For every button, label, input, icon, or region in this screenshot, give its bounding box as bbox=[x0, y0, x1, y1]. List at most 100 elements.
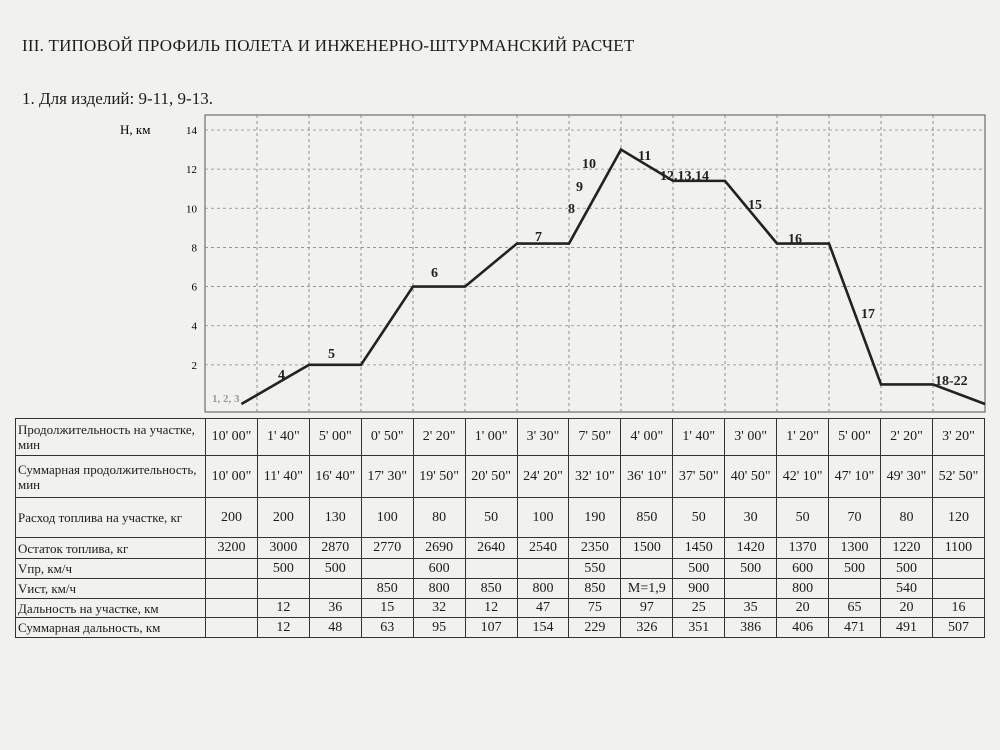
table-cell: 1370 bbox=[776, 537, 830, 559]
table-cell: 50 bbox=[776, 497, 830, 538]
table-cell: 850 bbox=[464, 578, 518, 599]
table-row: Остаток топлива, кг 3200 3000 2870 2770 2690 2… bbox=[15, 537, 986, 559]
segment-label: 18-22 bbox=[935, 374, 968, 389]
table-cell: 95 bbox=[412, 617, 466, 638]
table-cell: 5' 00" bbox=[308, 418, 362, 456]
segment-label: 11 bbox=[638, 149, 651, 164]
table-cell: 97 bbox=[620, 598, 674, 618]
table-cell: 800 bbox=[776, 578, 830, 599]
table-cell: 326 bbox=[620, 617, 674, 638]
table-cell: 600 bbox=[412, 558, 466, 579]
segment-label: 8 bbox=[568, 202, 575, 217]
table-cell: 500 bbox=[828, 558, 881, 579]
table-cell: 900 bbox=[672, 578, 726, 599]
table-cell: 1450 bbox=[672, 537, 726, 559]
table-cell: 16' 40" bbox=[308, 455, 362, 498]
table-cell: 2540 bbox=[516, 537, 570, 559]
table-cell: 1300 bbox=[828, 537, 881, 559]
y-axis-label: Н, км bbox=[120, 122, 150, 137]
row-label: Остаток топлива, кг bbox=[15, 537, 206, 559]
row-label: Дальность на участке, км bbox=[15, 598, 206, 618]
table-cell bbox=[360, 558, 414, 579]
table-cell: 32 bbox=[412, 598, 466, 618]
table-cell: 406 bbox=[776, 617, 830, 638]
table-cell: 65 bbox=[828, 598, 881, 618]
table-cell: 35 bbox=[724, 598, 778, 618]
table-cell: 1' 00" bbox=[464, 418, 518, 456]
table-cell: 49' 30" bbox=[879, 455, 933, 498]
table-cell: 386 bbox=[724, 617, 778, 638]
table-cell bbox=[724, 578, 778, 599]
y-tick-label: 2 bbox=[192, 360, 198, 372]
y-tick-label: 10 bbox=[186, 203, 198, 215]
table-cell: 11' 40" bbox=[256, 455, 310, 498]
table-cell: 850 bbox=[360, 578, 414, 599]
table-row: Дальность на участке, км 12 36 15 32 12 47 75 97… bbox=[15, 598, 986, 618]
table-cell: 1' 20" bbox=[776, 418, 830, 456]
table-cell: 500 bbox=[879, 558, 933, 579]
table-row: Суммарная дальность, км 12 48 63 95 107 154 229… bbox=[15, 617, 986, 638]
subtitle: 1. Для изделий: 9-11, 9-13. bbox=[22, 89, 213, 108]
table-cell: 200 bbox=[256, 497, 310, 538]
segment-label: 6 bbox=[431, 266, 438, 281]
title: III. ТИПОВОЙ ПРОФИЛЬ ПОЛЕТА И ИНЖЕНЕРНО-… bbox=[22, 36, 635, 55]
table-cell: 20' 50" bbox=[464, 455, 518, 498]
table-cell: 1100 bbox=[931, 537, 986, 559]
table-cell bbox=[205, 598, 258, 618]
table-cell: 1' 40" bbox=[672, 418, 726, 456]
table-cell: 63 bbox=[360, 617, 414, 638]
table-cell: 80 bbox=[412, 497, 466, 538]
table-cell: 2870 bbox=[308, 537, 362, 559]
calc-table: Продолжительность на участке, мин 10' 00"… bbox=[15, 418, 986, 638]
y-tick-label: 4 bbox=[192, 321, 198, 333]
row-label: Vпр, км/ч bbox=[15, 558, 206, 579]
table-row: Vист, км/ч 850 800 850 800 850 M=1,9 900 800 540 bbox=[15, 578, 986, 599]
table-cell: 100 bbox=[360, 497, 414, 538]
table-cell: 7' 50" bbox=[568, 418, 622, 456]
table-cell: 2640 bbox=[464, 537, 518, 559]
table-cell: 0' 50" bbox=[360, 418, 414, 456]
table-row: Продолжительность на участке, мин 10' 00"… bbox=[15, 418, 986, 456]
table-cell: 3' 30" bbox=[516, 418, 570, 456]
flight-profile bbox=[240, 147, 986, 406]
row-label: Расход топлива на участке, кг bbox=[15, 497, 206, 538]
table-cell: 32' 10" bbox=[568, 455, 622, 498]
table-cell: 500 bbox=[672, 558, 726, 579]
table-cell bbox=[620, 558, 674, 579]
table-cell: 2690 bbox=[412, 537, 466, 559]
table-cell: 70 bbox=[828, 497, 881, 538]
segment-label: 9 bbox=[576, 180, 583, 195]
segment-label: 16 bbox=[788, 232, 802, 247]
table-cell: 5' 00" bbox=[828, 418, 881, 456]
table-cell: 20 bbox=[776, 598, 830, 618]
table-cell: M=1,9 bbox=[620, 578, 674, 599]
row-label: Vист, км/ч bbox=[15, 578, 206, 599]
segment-label: 12,13,14 bbox=[660, 169, 709, 184]
table-cell: 80 bbox=[879, 497, 933, 538]
table-cell: 2770 bbox=[360, 537, 414, 559]
table-cell: 491 bbox=[879, 617, 933, 638]
segment-label: 5 bbox=[328, 347, 335, 362]
table-cell: 154 bbox=[516, 617, 570, 638]
table-cell: 12 bbox=[256, 598, 310, 618]
table-cell: 2350 bbox=[568, 537, 622, 559]
table-cell: 2' 20" bbox=[879, 418, 933, 456]
table-cell: 471 bbox=[828, 617, 881, 638]
table-cell: 50 bbox=[464, 497, 518, 538]
table-cell: 200 bbox=[205, 497, 258, 538]
table-cell: 47' 10" bbox=[828, 455, 881, 498]
table-cell: 507 bbox=[931, 617, 986, 638]
table-cell: 36' 10" bbox=[620, 455, 674, 498]
table-cell: 190 bbox=[568, 497, 622, 538]
row-label: Продолжительность на участке, мин bbox=[15, 418, 206, 456]
table-row: Суммарная продолжительность, мин 10' 00" 1… bbox=[15, 455, 986, 498]
table-cell: 37' 50" bbox=[672, 455, 726, 498]
table-cell: 10' 00" bbox=[205, 418, 258, 456]
table-cell: 17' 30" bbox=[360, 455, 414, 498]
table-cell bbox=[205, 558, 258, 579]
table-cell: 500 bbox=[256, 558, 310, 579]
table-cell: 3000 bbox=[256, 537, 310, 559]
table-cell bbox=[256, 578, 310, 599]
table-cell: 1220 bbox=[879, 537, 933, 559]
